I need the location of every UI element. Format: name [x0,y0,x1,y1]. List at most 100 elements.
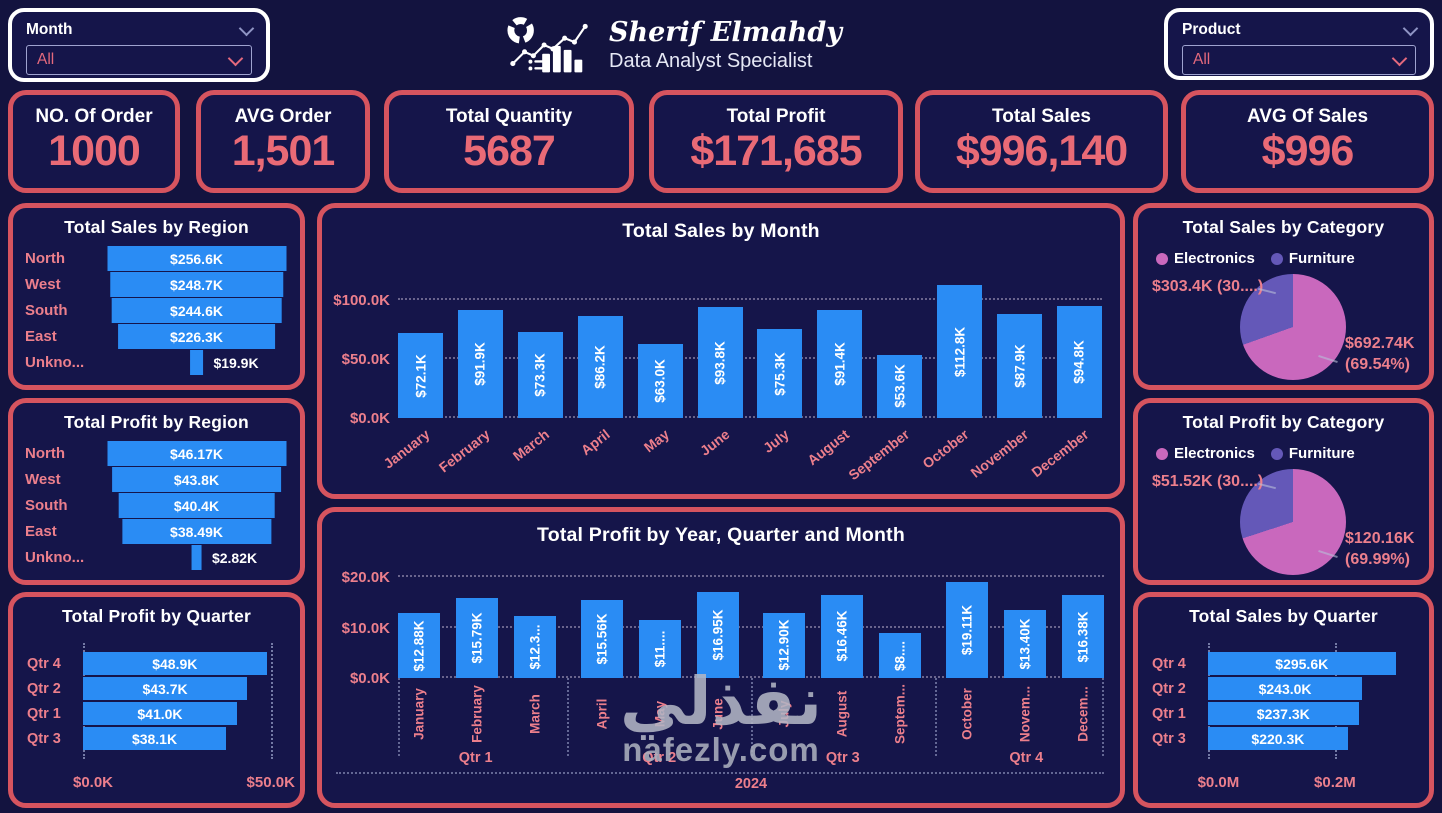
x-label-slot: Novem... [1004,678,1046,756]
profit-by-quarter-card: Total Profit by Quarter Qtr 4 $48.9K Qtr 2… [8,592,305,808]
product-filter-header[interactable]: Product [1182,19,1419,41]
bar[interactable]: $112.8K [937,285,983,418]
bar[interactable]: $93.8K [697,307,743,418]
category-label: East [25,523,57,540]
x-label-slot: April [577,422,623,502]
axis-tick-label: April [594,698,610,730]
bar[interactable]: $16.38K [1061,595,1104,678]
funnel-bar[interactable]: $43.8K [111,467,282,492]
gridline [398,676,1104,678]
axis-tick-label: August [834,690,850,738]
pie-chart[interactable] [1240,469,1346,575]
bar-value-label: $16.95K [710,609,726,661]
bar[interactable]: $94.8K [1056,306,1102,418]
legend-item-furniture[interactable]: Furniture [1270,445,1355,462]
bar[interactable]: $11.... [638,620,681,678]
bar-value-label: $19.9K [213,354,259,371]
bar[interactable]: $243.0K [1208,677,1363,700]
funnel-bar[interactable]: $226.3K [117,324,276,349]
bar-value-label: $91.4K [832,342,848,386]
quarter-label: Qtr 2 [642,750,677,766]
bar[interactable]: $12.90K [763,612,806,678]
legend-item-furniture[interactable]: Furniture [1270,250,1355,267]
funnel-bar[interactable]: $38.49K [121,519,272,544]
bar[interactable]: $73.3K [517,331,563,418]
funnel-bar[interactable]: $256.6K [107,246,286,271]
legend-item-electronics[interactable]: Electronics [1156,250,1255,267]
bar[interactable]: $43.7K [83,677,248,700]
product-filter-select[interactable]: All [1182,45,1416,75]
funnel-row: East $38.49K [25,519,286,544]
funnel-bar[interactable]: $40.4K [118,493,275,518]
bar[interactable]: $75.3K [757,329,803,418]
author-name: Sherif Elmahdy [609,17,842,49]
gridline [1334,643,1337,759]
bar-row: Qtr 4 $48.9K [27,651,282,676]
product-filter-label: Product [1182,21,1241,38]
bar[interactable]: $63.0K [637,343,683,418]
month-filter-header[interactable]: Month [26,19,255,41]
bar-value-label: $8.... [892,640,908,671]
bars: $12.88K $15.79K $12.3... $15.56K $11.... $16.… [398,567,1104,678]
bar-rows: Qtr 4 $295.6K Qtr 2 $243.0K Qtr 1 $237.3K Qtr … [1152,651,1411,751]
legend-item-electronics[interactable]: Electronics [1156,445,1255,462]
funnel-bar[interactable] [191,545,202,570]
bar[interactable]: $41.0K [83,702,237,725]
legend-label: Electronics [1174,445,1255,462]
bar[interactable]: $15.56K [580,599,623,678]
funnel-row: North $46.17K [25,441,286,466]
bar[interactable]: $53.6K [877,354,923,418]
axis-tick-label: October [959,688,975,740]
month-label-group: January February March [398,678,556,756]
bar[interactable]: $91.9K [457,309,503,418]
funnel-bar[interactable]: $46.17K [107,441,286,466]
group-separator [1102,678,1104,756]
chart-title: Total Sales by Month [622,220,820,242]
bar-area: $237.3K [1208,701,1411,726]
bar[interactable]: $220.3K [1208,727,1348,750]
bar[interactable]: $8.... [879,633,922,678]
quarter-group: $19.11K $13.40K $16.38K [945,581,1104,678]
bar[interactable]: $86.2K [577,316,623,418]
bar[interactable]: $16.95K [696,592,739,678]
axis-tick-label: July [760,426,793,456]
bar-value-label: $112.8K [952,326,968,377]
bar[interactable]: $16.46K [821,594,864,678]
funnel-bar[interactable] [189,350,204,375]
pie-chart[interactable] [1240,274,1346,380]
x-label-slot: January [398,678,440,756]
pie-slice-label: $51.52K (30....) [1152,473,1264,490]
x-label-slot: December [1028,422,1102,502]
bar[interactable]: $87.9K [997,314,1043,418]
category-label: Unkno... [25,354,85,371]
kpi-value: 5687 [463,127,556,175]
bar[interactable]: $72.1K [398,333,443,418]
bar[interactable]: $48.9K [83,652,267,675]
funnel-row: West $43.8K [25,467,286,492]
bar-value-label: $15.79K [469,612,485,664]
month-filter-select[interactable]: All [26,45,252,75]
axis-tick-label: July [776,700,792,728]
funnel-bar[interactable]: $248.7K [109,272,284,297]
category-label: Qtr 3 [1152,730,1186,747]
bar[interactable]: $12.3... [514,615,556,678]
bar-row: Qtr 4 $295.6K [1152,651,1411,676]
bar[interactable]: $19.11K [945,581,988,678]
bar[interactable]: $38.1K [83,727,227,750]
bar[interactable]: $91.4K [817,310,863,418]
funnel-bar[interactable]: $244.6K [111,298,282,323]
chart-title: Total Sales by Region [64,217,249,237]
bar[interactable]: $295.6K [1208,652,1396,675]
bar[interactable]: $237.3K [1208,702,1359,725]
bar-value-label: $11.... [652,630,668,668]
bar-value-label: $75.3K [772,351,788,396]
funnel-bar-area: $244.6K [107,298,286,323]
category-label: Qtr 1 [1152,705,1186,722]
bar[interactable]: $12.88K [398,613,440,678]
kpi-value: 1000 [48,127,141,175]
bar[interactable]: $15.79K [456,598,498,678]
gridline [398,416,1102,418]
axis-line [336,772,1104,774]
bar[interactable]: $13.40K [1003,610,1046,678]
funnel-row: East $226.3K [25,324,286,349]
